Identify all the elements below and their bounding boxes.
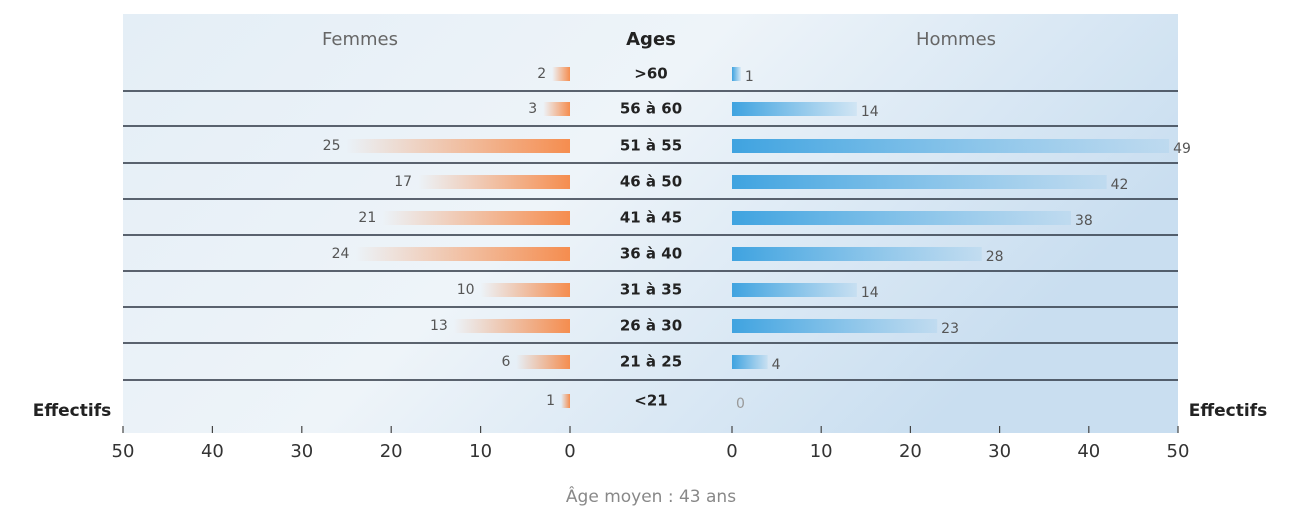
- value-label: 23: [941, 321, 959, 337]
- annotation: Âge moyen : 43 ans: [566, 485, 736, 507]
- bar: [561, 394, 570, 408]
- x-tick-label: 50: [1167, 441, 1190, 462]
- x-tick-label: 40: [1077, 441, 1100, 462]
- bar: [732, 67, 741, 81]
- x-tick-label: 10: [810, 441, 833, 462]
- x-tick-label: 30: [988, 441, 1011, 462]
- bar: [543, 102, 570, 116]
- category-label: 41 à 45: [620, 209, 682, 227]
- x-label: Effectifs: [1189, 401, 1267, 421]
- value-label: 10: [457, 282, 475, 298]
- category-label: 31 à 35: [620, 281, 682, 299]
- value-label: 42: [1111, 177, 1129, 193]
- bar: [732, 319, 938, 333]
- x-tick-label: 20: [899, 441, 922, 462]
- category-label: 51 à 55: [620, 137, 682, 155]
- value-label: 4: [772, 357, 781, 373]
- value-label: 6: [501, 354, 510, 370]
- value-label: 2: [537, 66, 546, 82]
- x-label: Effectifs: [33, 401, 111, 421]
- value-label: 24: [332, 246, 350, 262]
- value-label: 14: [861, 285, 879, 301]
- bar: [418, 175, 570, 189]
- bar: [732, 175, 1107, 189]
- x-tick-label: 0: [726, 441, 737, 462]
- value-label: 49: [1173, 141, 1191, 157]
- category-label: Ages: [626, 29, 676, 50]
- x-tick-label: 40: [201, 441, 224, 462]
- value-label: 1: [546, 393, 555, 409]
- bar: [516, 355, 570, 369]
- bar: [382, 211, 570, 225]
- category-label: 26 à 30: [620, 317, 682, 335]
- x-tick-label: 30: [290, 441, 313, 462]
- value-label: 0: [736, 396, 745, 412]
- value-label: 13: [430, 318, 448, 334]
- value-label: 14: [861, 104, 879, 120]
- bar: [453, 319, 570, 333]
- value-label: 17: [394, 174, 412, 190]
- category-label: <21: [634, 392, 667, 410]
- bar: [552, 67, 570, 81]
- bar: [346, 139, 570, 153]
- bar: [732, 355, 768, 369]
- bar: [732, 139, 1170, 153]
- legend-hommes: Hommes: [916, 29, 996, 50]
- value-label: 3: [528, 101, 537, 117]
- legend-femmes: Femmes: [322, 29, 398, 50]
- category-label: 36 à 40: [620, 245, 682, 263]
- x-tick-label: 20: [380, 441, 403, 462]
- bar: [732, 283, 857, 297]
- bar: [732, 102, 857, 116]
- value-label: 28: [986, 249, 1004, 265]
- category-label: 21 à 25: [620, 353, 682, 371]
- bar: [355, 247, 570, 261]
- x-tick-label: 0: [564, 441, 575, 462]
- bar: [732, 247, 982, 261]
- value-label: 21: [358, 210, 376, 226]
- bar: [480, 283, 570, 297]
- bar: [732, 211, 1071, 225]
- category-label: >60: [634, 65, 667, 83]
- category-label: 46 à 50: [620, 173, 682, 191]
- category-label: 56 à 60: [620, 100, 682, 118]
- value-label: 1: [745, 69, 754, 85]
- value-label: 38: [1075, 213, 1093, 229]
- x-tick-label: 10: [469, 441, 492, 462]
- x-tick-label: 50: [112, 441, 135, 462]
- value-label: 25: [323, 138, 341, 154]
